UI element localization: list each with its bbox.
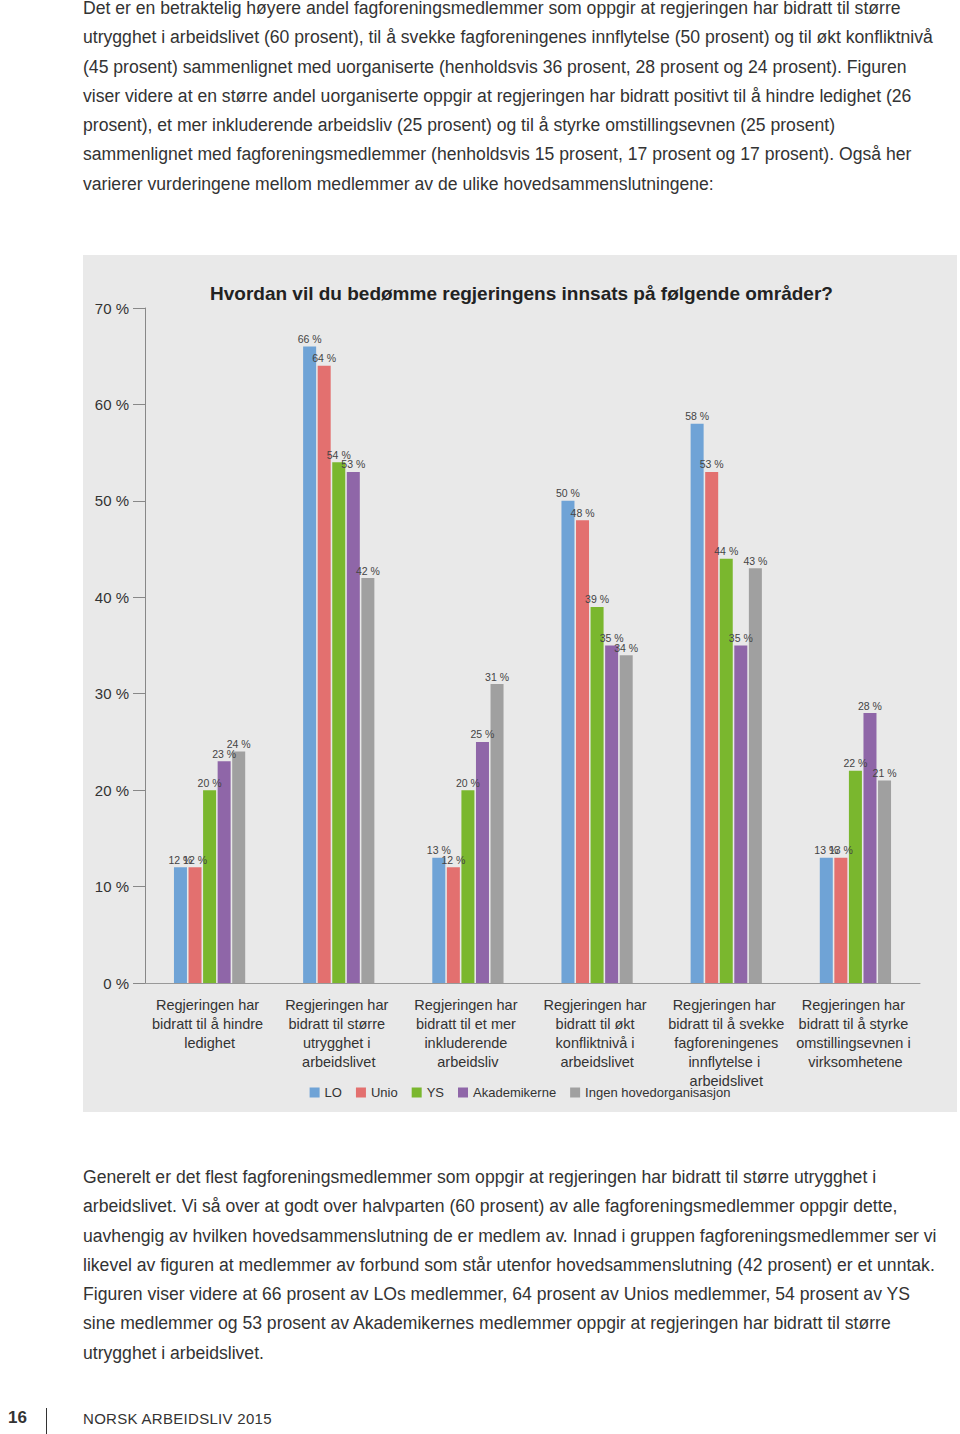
svg-text:25 %: 25 % [471,728,495,740]
svg-text:bidratt til større: bidratt til større [288,1016,389,1032]
svg-text:Ingen hovedorganisasjon: Ingen hovedorganisasjon [585,1085,730,1100]
svg-text:13 %: 13 % [829,844,853,856]
svg-text:66 %: 66 % [298,333,322,345]
svg-text:bidratt til et mer: bidratt til et mer [416,1016,520,1032]
svg-text:28 %: 28 % [858,700,882,712]
svg-text:53 %: 53 % [700,458,724,470]
svg-text:21 %: 21 % [873,767,897,779]
html-text:NORSK ARBEIDSLIV 2015: NORSK ARBEIDSLIV 2015 [83,1410,272,1427]
svg-text:31 %: 31 % [485,671,509,683]
svg-text:omstillingsevnen i: omstillingsevnen i [796,1035,914,1051]
svg-text:bidratt til å hindre: bidratt til å hindre [152,1016,267,1032]
svg-text:virksomhetene: virksomhetene [808,1054,902,1070]
svg-text:20 %: 20 % [95,782,129,799]
svg-text:43 %: 43 % [743,555,767,567]
svg-text:42 %: 42 % [356,565,380,577]
svg-text:50 %: 50 % [95,492,129,509]
svg-text:50 %: 50 % [556,487,580,499]
svg-text:bidratt til å styrke: bidratt til å styrke [799,1016,913,1032]
svg-text:bidratt til økt: bidratt til økt [556,1016,639,1032]
svg-text:fagforeningenes: fagforeningenes [670,1035,782,1051]
svg-text:bidratt til å svekke: bidratt til å svekke [668,1016,784,1032]
svg-text:20 %: 20 % [198,777,222,789]
svg-text:54 %: 54 % [326,448,351,461]
svg-text:35 %: 35 % [599,632,624,644]
svg-text:innflytelse i: innflytelse i [688,1054,764,1070]
svg-text:Regjeringen har: Regjeringen har [414,997,521,1013]
svg-text:13 %: 13 % [426,844,451,857]
svg-text:12 %: 12 % [168,853,193,866]
svg-text:arbeidslivet: arbeidslivet [560,1054,633,1070]
svg-text:64 %: 64 % [312,352,336,364]
svg-text:LO: LO [325,1085,342,1100]
svg-text:39 %: 39 % [585,593,609,605]
svg-text:Regjeringen har: Regjeringen har [802,997,909,1013]
svg-text:44 %: 44 % [714,545,738,557]
svg-text:70 %: 70 % [95,300,129,317]
svg-text:13 %: 13 % [814,844,839,857]
html-text:16: 16 [8,1408,27,1427]
svg-text:20 %: 20 % [456,777,480,789]
html-text:Generelt er det flest fagforen: Generelt er det flest fagforeningsmedlem… [83,1167,937,1363]
svg-text:24 %: 24 % [227,738,251,750]
svg-text:Regjeringen har: Regjeringen har [285,997,392,1013]
svg-text:0 %: 0 % [103,975,129,992]
svg-text:utrygghet i: utrygghet i [303,1035,375,1051]
svg-text:60 %: 60 % [95,396,129,413]
svg-text:34 %: 34 % [614,642,638,654]
svg-text:Regjeringen har: Regjeringen har [543,997,650,1013]
svg-text:Akademikerne: Akademikerne [473,1085,556,1100]
svg-text:10 %: 10 % [95,878,129,895]
svg-text:Unio: Unio [371,1085,398,1100]
svg-text:58 %: 58 % [685,410,709,422]
svg-text:Hvordan vil du bedømme regjeri: Hvordan vil du bedømme regjeringens inns… [210,283,833,304]
svg-text:Regjeringen har: Regjeringen har [673,997,780,1013]
svg-text:40 %: 40 % [95,589,129,606]
svg-text:22 %: 22 % [843,757,867,769]
svg-text:Regjeringen har: Regjeringen har [156,997,263,1013]
svg-text:30 %: 30 % [95,685,129,702]
svg-text:inkluderende: inkluderende [424,1035,511,1051]
svg-text:arbeidsliv: arbeidsliv [437,1054,499,1070]
svg-text:arbeidslivet: arbeidslivet [302,1054,375,1070]
svg-text:48 %: 48 % [571,507,595,519]
svg-text:12 %: 12 % [183,854,207,866]
svg-text:arbeidslivet: arbeidslivet [689,1072,763,1089]
svg-text:konfliktnivå i: konfliktnivå i [556,1035,639,1051]
svg-text:53 %: 53 % [341,458,365,470]
svg-text:23 %: 23 % [212,747,237,760]
svg-text:12 %: 12 % [441,854,465,866]
svg-text:YS: YS [427,1085,445,1100]
svg-text:35 %: 35 % [729,632,753,644]
svg-text:ledighet: ledighet [184,1035,235,1051]
